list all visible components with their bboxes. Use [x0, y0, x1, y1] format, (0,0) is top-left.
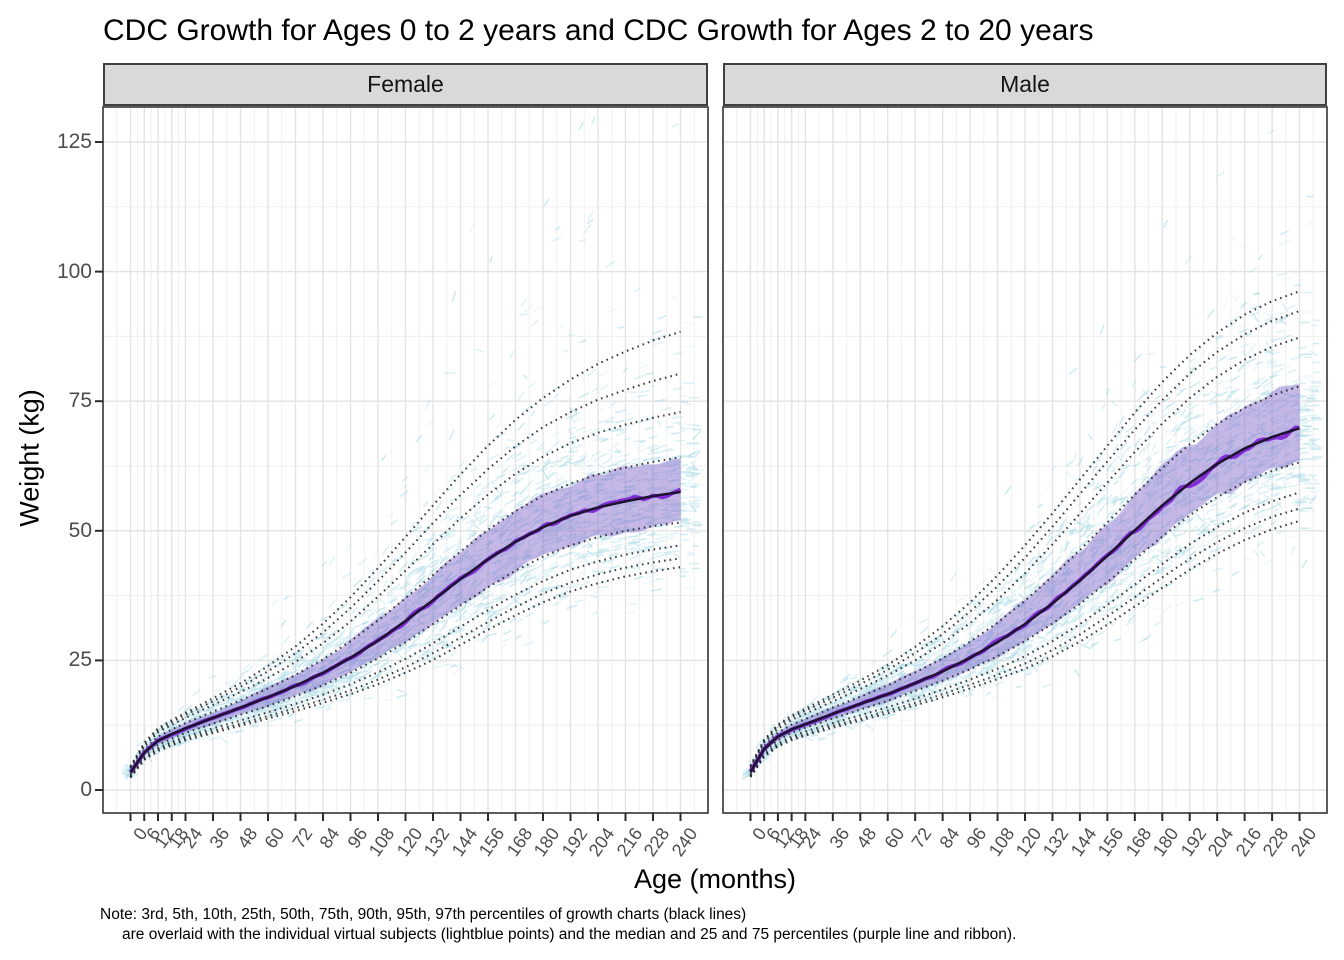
- facet-strip-male: Male: [723, 63, 1327, 106]
- y-tick-label: 25: [68, 648, 92, 672]
- note-line-1: Note: 3rd, 5th, 10th, 25th, 50th, 75th, …: [100, 906, 747, 923]
- y-tick-label: 125: [56, 130, 92, 153]
- y-tick-label: 50: [68, 518, 92, 542]
- y-tick-label: 0: [80, 778, 92, 801]
- facet-strip-female: Female: [103, 63, 708, 106]
- y-tick-label: 100: [56, 259, 92, 283]
- note-line-2: are overlaid with the individual virtual…: [122, 926, 1017, 943]
- chart-title: CDC Growth for Ages 0 to 2 years and CDC…: [103, 14, 1094, 47]
- y-tick-label: 75: [68, 389, 92, 413]
- x-axis-title: Age (months): [633, 864, 797, 894]
- y-axis-title-text: Weight (kg): [14, 389, 45, 527]
